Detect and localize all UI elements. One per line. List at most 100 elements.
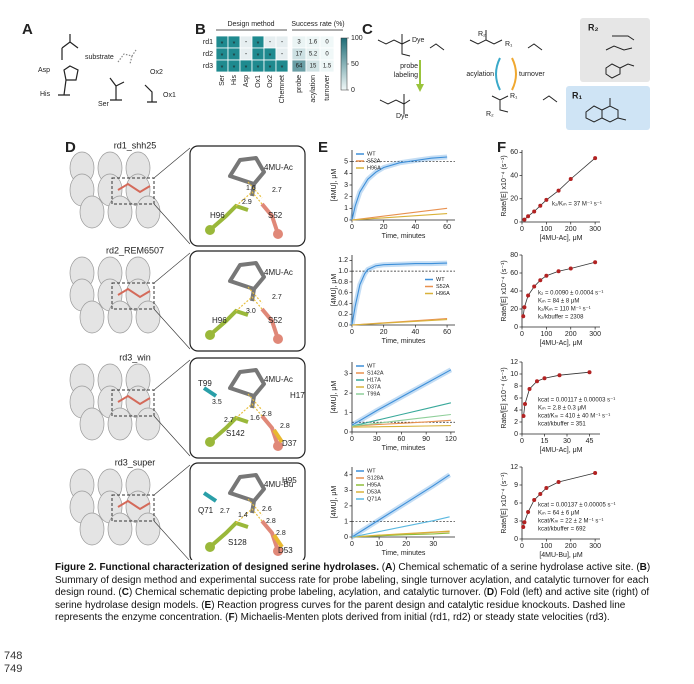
distance-label: 2.7 xyxy=(224,417,234,424)
header: Success rate (%) xyxy=(291,21,344,28)
legend-label: S142A xyxy=(367,370,384,376)
helix xyxy=(135,195,161,229)
helix xyxy=(79,195,105,229)
residue-atom xyxy=(205,542,215,552)
design-name: rd3_super xyxy=(115,457,156,467)
residue-sticks xyxy=(272,428,284,444)
residue-sticks xyxy=(208,203,249,232)
legend-label: S128A xyxy=(367,475,384,481)
helix xyxy=(107,407,133,441)
helix xyxy=(107,512,133,546)
x-tick-label: 200 xyxy=(565,226,577,233)
residue-atom xyxy=(273,229,283,239)
panel-a-scheme xyxy=(58,34,157,103)
distance-label: 2.8 xyxy=(266,518,276,525)
residue-atom xyxy=(205,437,215,447)
distance-label: 3.0 xyxy=(246,308,256,315)
protein-fold xyxy=(69,363,161,441)
y-tick-label: 40 xyxy=(510,288,518,295)
zoom-line xyxy=(153,203,191,245)
series-line xyxy=(351,530,450,538)
distance-label: 2.8 xyxy=(276,530,286,537)
x-axis-label: [4MU-Ac], μM xyxy=(540,340,583,347)
x-axis-label: Time, minutes xyxy=(382,233,426,240)
data-point xyxy=(535,379,539,384)
y-tick-label: 60 xyxy=(510,149,518,156)
distance-label: 2.7 xyxy=(272,187,282,194)
x-tick-label: 45 xyxy=(586,438,594,445)
data-point xyxy=(526,293,531,298)
residue-label: S142 xyxy=(226,429,245,438)
hbond xyxy=(235,393,263,419)
data-point xyxy=(542,376,547,381)
panel-label: F xyxy=(497,139,506,156)
step-label: probe xyxy=(400,63,418,70)
y-tick-label: 12 xyxy=(510,464,518,471)
caption-text: F xyxy=(228,612,235,624)
ligand-sticks xyxy=(228,261,266,302)
legend-label: WT xyxy=(436,277,445,283)
distance-label: 2.6 xyxy=(262,506,272,513)
x-tick-label: 0 xyxy=(520,543,524,550)
ligand-label: 4MU-Ac xyxy=(264,163,293,172)
y-tick-label: 0.0 xyxy=(338,322,348,329)
data-point xyxy=(568,266,573,271)
x-tick-label: 20 xyxy=(380,224,388,231)
residue-atom xyxy=(273,441,283,451)
caption-text: Figure 2. Functional characterization of… xyxy=(55,562,382,573)
y-axis-label: [4MU], μM xyxy=(331,274,338,307)
residue-atom xyxy=(273,334,283,344)
caption-text: ) Reaction progress curves for the paren… xyxy=(55,599,626,624)
series-line xyxy=(351,213,448,221)
y-tick-label: 0 xyxy=(514,324,518,331)
series-line xyxy=(351,207,448,221)
data-point xyxy=(538,492,543,496)
residue-atom xyxy=(205,330,215,340)
helix xyxy=(107,300,133,334)
y-tick-label: 1 xyxy=(344,409,348,416)
x-tick-label: 100 xyxy=(541,331,553,338)
residue-sticks xyxy=(260,414,280,447)
panel-label: D xyxy=(65,139,76,156)
zoom-line xyxy=(153,359,191,391)
heatmap: rd1 * * - * - - 3 1.6 0 rd2 * * - * * - 17 5.2 0 rd3 * * * * * * 64… xyxy=(203,35,363,104)
legend-label: H96A xyxy=(436,291,450,297)
residue-label: H96 xyxy=(210,211,225,220)
design-cell-label: * xyxy=(281,65,284,72)
caption-text: ) Chemical schematic depicting probe lab… xyxy=(128,587,487,599)
active-site-box xyxy=(111,177,155,205)
residue-label: S52 xyxy=(268,316,283,325)
ligand-label: 4MU-Ac xyxy=(264,375,293,384)
step-label: acylation xyxy=(466,71,494,78)
x-tick-label: 40 xyxy=(411,329,419,336)
zoom-line xyxy=(153,415,191,457)
legend-label: Q71A xyxy=(367,496,381,502)
residue-label: H96 xyxy=(212,316,227,325)
data-point xyxy=(526,510,531,514)
legend-label: H95A xyxy=(367,482,381,488)
annotation: Kₘ = 2.8 ± 0.3 μM xyxy=(538,406,586,412)
design-cell-label: - xyxy=(281,51,284,58)
zoom-line xyxy=(153,147,191,179)
legend-label: H96A xyxy=(367,165,381,171)
y-tick-label: 0 xyxy=(344,217,348,224)
protein-fold xyxy=(69,151,161,229)
helix xyxy=(135,512,161,546)
y-tick-label: 2 xyxy=(344,194,348,201)
hbond xyxy=(235,286,263,312)
success-value: 3 xyxy=(297,40,301,46)
legend-label: WT xyxy=(367,151,376,157)
legend-label: D53A xyxy=(367,489,381,495)
y-tick-label: 2 xyxy=(344,503,348,510)
design-cell-label: * xyxy=(257,65,260,72)
y-tick-label: 0 xyxy=(344,429,348,436)
annotation: kcat/Kₘ = 410 ± 40 M⁻¹ s⁻¹ xyxy=(538,414,610,420)
series-line xyxy=(351,402,452,427)
column-label: Chemnet xyxy=(279,75,286,103)
data-point xyxy=(532,209,537,214)
active-site-box xyxy=(111,494,155,522)
colorbar-tick-label: 0 xyxy=(351,87,355,94)
y-tick-label: 20 xyxy=(510,196,518,203)
x-axis-label: Time, minutes xyxy=(382,445,426,452)
colorbar-tick-label: 100 xyxy=(351,35,363,42)
